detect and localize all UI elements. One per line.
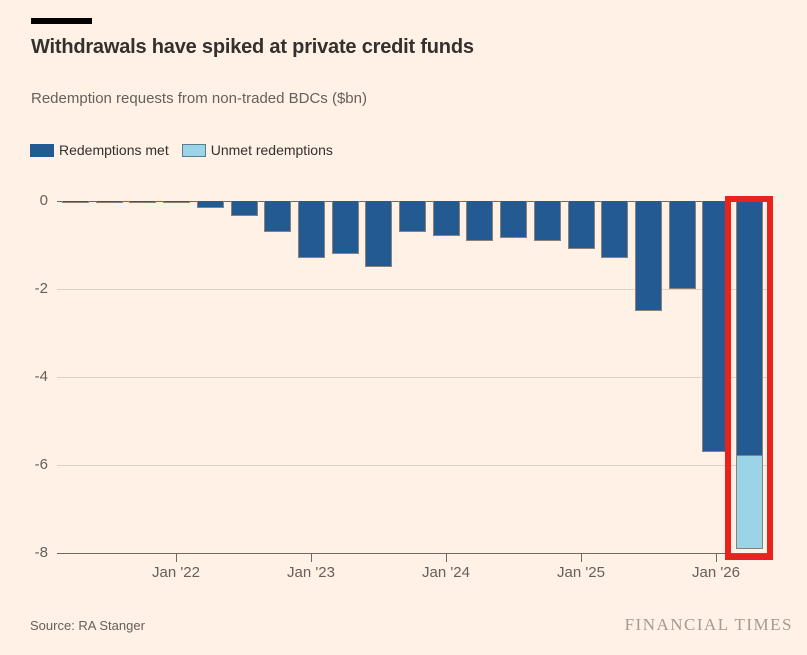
bar-segment-met	[264, 201, 292, 232]
bar-segment-met	[365, 201, 393, 267]
bar-2023-q3	[365, 201, 393, 267]
bar-2024-q4	[533, 201, 561, 241]
gridline-minus6	[57, 465, 768, 466]
bar-2023-q4	[399, 201, 426, 232]
bar-2023-q1	[297, 201, 325, 259]
ft-logo: FINANCIAL TIMES	[624, 615, 793, 634]
x-tick-jan24	[446, 553, 447, 562]
chart-subtitle: Redemption requests from non-traded BDCs…	[31, 90, 367, 107]
legend-item-met: Redemptions met	[30, 142, 169, 158]
bar-2025-q3	[634, 201, 662, 311]
x-tick-jan22	[176, 553, 177, 562]
source-note: Source: RA Stanger	[30, 618, 145, 633]
bar-segment-met	[95, 201, 123, 203]
chart-title: Withdrawals have spiked at private credi…	[31, 36, 474, 58]
ft-accent-bar	[31, 18, 92, 24]
gridline-minus2	[57, 289, 768, 290]
bar-2022-q4	[264, 201, 292, 232]
bar-segment-met	[567, 201, 595, 250]
bar-2021-q3	[95, 201, 123, 203]
bar-2024-q3	[500, 201, 528, 239]
y-tick-label-1: -2	[34, 280, 48, 297]
bar-segment-met	[500, 201, 528, 239]
x-tick-label-jan23: Jan '23	[287, 564, 335, 581]
y-tick-label-0: 0	[39, 192, 48, 209]
bar-segment-unmet	[736, 456, 763, 549]
y-tick-label-3: -6	[34, 456, 48, 473]
x-tick-jan23	[311, 553, 312, 562]
highlight-box	[725, 196, 773, 560]
bar-segment-met	[466, 201, 494, 241]
bar-segment-met	[432, 201, 460, 237]
x-axis-line	[57, 553, 768, 554]
x-tick-label-jan24: Jan '24	[422, 564, 470, 581]
bar-2022-q1	[163, 201, 191, 203]
gridline-minus4	[57, 377, 768, 378]
bar-2024-q1	[432, 201, 460, 237]
legend-label-unmet: Unmet redemptions	[210, 142, 333, 158]
legend: Redemptions met Unmet redemptions	[30, 142, 333, 158]
bar-segment-met	[601, 201, 629, 259]
x-tick-label-jan26: Jan '26	[692, 564, 740, 581]
bar-2026-q2	[736, 201, 763, 549]
bar-2021-q4	[129, 201, 157, 203]
bar-segment-met	[196, 201, 224, 208]
bar-segment-met	[533, 201, 561, 241]
bar-2024-q2	[466, 201, 494, 241]
y-tick-label-2: -4	[34, 368, 48, 385]
legend-label-met: Redemptions met	[59, 142, 169, 158]
bar-segment-met	[331, 201, 359, 254]
bar-segment-met	[634, 201, 662, 311]
bar-2025-q1	[567, 201, 595, 250]
bar-2022-q2	[196, 201, 224, 208]
x-tick-label-jan22: Jan '22	[152, 564, 200, 581]
bar-2025-q2	[601, 201, 629, 259]
bar-segment-met	[129, 201, 157, 203]
x-tick-label-jan25: Jan '25	[557, 564, 605, 581]
bar-2025-q4	[668, 201, 696, 289]
bar-2022-q3	[230, 201, 258, 217]
bar-segment-met	[399, 201, 426, 232]
bar-segment-met	[297, 201, 325, 259]
x-tick-jan25	[581, 553, 582, 562]
bar-2021-q2	[62, 201, 89, 203]
bar-segment-met	[668, 201, 696, 289]
legend-swatch-unmet	[181, 143, 206, 157]
bar-2023-q2	[331, 201, 359, 254]
x-tick-jan26	[716, 553, 717, 562]
bar-segment-met	[230, 201, 258, 217]
bar-segment-met	[736, 201, 763, 457]
legend-item-unmet: Unmet redemptions	[181, 142, 333, 158]
legend-swatch-met	[30, 143, 54, 157]
bar-segment-met	[163, 201, 191, 203]
y-tick-label-4: -8	[34, 544, 48, 561]
bar-segment-met	[62, 201, 89, 203]
